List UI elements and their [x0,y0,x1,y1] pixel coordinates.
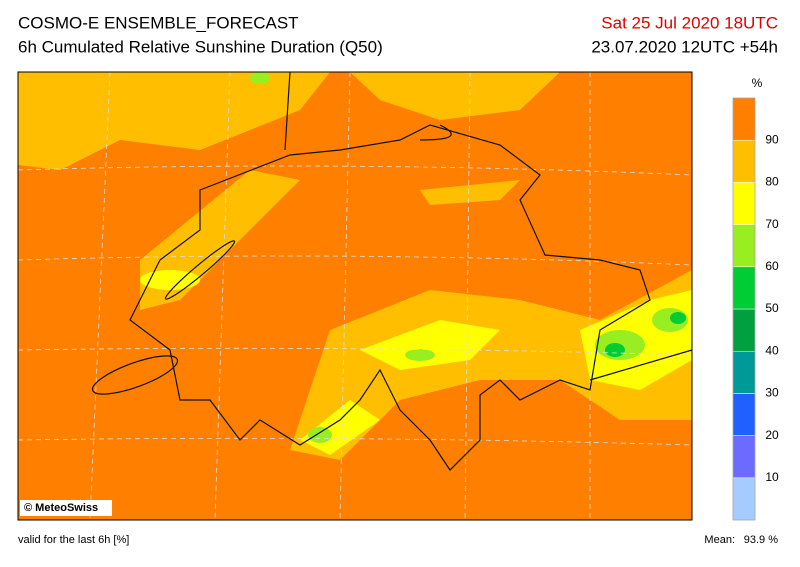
colorbar-tick-label: 50 [765,301,779,315]
colorbar-segment [732,350,756,394]
subtitle: 6h Cumulated Relative Sunshine Duration … [18,37,383,56]
footer-note: valid for the last 6h [%] [18,534,129,546]
colorbar-segment [732,97,756,141]
colorbar-tick-label: 70 [765,217,779,231]
colorbar-tick-label: 10 [765,470,779,484]
colorbar-segment [732,182,756,225]
valid-time: Sat 25 Jul 2020 18UTC [601,13,778,32]
colorbar-frame [732,97,756,521]
colorbar-segment [732,139,756,183]
mean-value: 93.9 % [744,534,778,546]
map: © MeteoSwiss [17,71,693,521]
colorbar-segment [732,477,756,521]
title: COSMO-E ENSEMBLE_FORECAST [18,13,299,32]
colorbar-segment [732,393,756,436]
colorbar: % 10 20 30 40 50 60 70 80 90 [732,76,779,521]
colorbar-tick-label: 60 [765,259,779,273]
colorbar-tick-label: 90 [765,132,779,146]
colorbar-unit: % [752,76,763,90]
colorbar-tick-label: 80 [765,175,779,189]
colorbar-tick-label: 30 [765,386,779,400]
run-time: 23.07.2020 12UTC +54h [591,37,778,56]
colorbar-tick-label: 40 [765,343,779,357]
colorbar-segment [732,308,756,352]
colorbar-segment [732,266,756,310]
colorbar-tick-label: 20 [765,428,779,442]
colorbar-segment [732,435,756,479]
colorbar-segment [732,224,756,268]
copyright: © MeteoSwiss [24,502,98,514]
mean-label: Mean: [704,534,735,546]
